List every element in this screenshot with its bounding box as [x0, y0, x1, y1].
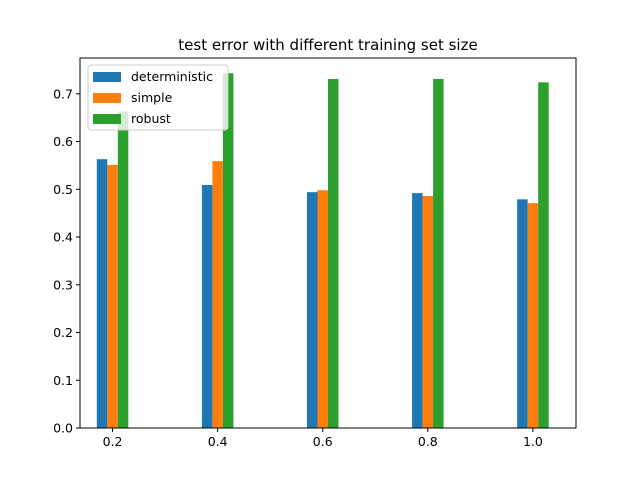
- bar-simple-1.0: [527, 203, 539, 428]
- legend-swatch-deterministic: [93, 72, 121, 82]
- y-tick-label-0.6: 0.6: [53, 134, 73, 149]
- y-axis: 0.0 0.1 0.2 0.3 0.4 0.5 0.6 0.7: [53, 86, 80, 436]
- bar-simple-0.4: [212, 161, 223, 428]
- bar-robust-1.0: [538, 82, 549, 428]
- legend-swatch-simple: [93, 93, 121, 103]
- x-tick-label-0.6: 0.6: [313, 434, 333, 449]
- x-tick-label-0.2: 0.2: [103, 434, 123, 449]
- y-tick-label-0.5: 0.5: [53, 182, 73, 197]
- bar-simple-0.2: [107, 164, 118, 428]
- bar-robust-0.4: [222, 73, 234, 428]
- chart-title: test error with different training set s…: [178, 36, 477, 54]
- bar-simple-0.6: [317, 190, 328, 428]
- y-tick-label-0.0: 0.0: [53, 421, 73, 436]
- y-tick-label-0.4: 0.4: [53, 230, 73, 245]
- bars-group: [96, 73, 549, 428]
- bar-deterministic-0.6: [306, 192, 318, 428]
- plot-frame: [79, 57, 577, 429]
- y-tick-label-0.2: 0.2: [53, 325, 73, 340]
- bar-deterministic-0.8: [412, 193, 423, 428]
- legend-label-simple: simple: [131, 90, 173, 105]
- legend-swatch-robust: [93, 114, 121, 124]
- y-tick-label-0.1: 0.1: [53, 373, 73, 388]
- legend-box: [87, 64, 229, 131]
- bar-robust-0.6: [328, 79, 339, 428]
- bar-deterministic-0.4: [201, 184, 213, 428]
- x-tick-label-0.8: 0.8: [418, 434, 438, 449]
- bar-robust-0.2: [117, 111, 129, 428]
- x-tick-label-0.4: 0.4: [208, 434, 228, 449]
- legend: deterministic simple robust: [87, 64, 229, 131]
- x-tick-label-1.0: 1.0: [523, 434, 543, 449]
- bar-robust-0.8: [433, 79, 444, 428]
- legend-label-robust: robust: [131, 111, 171, 126]
- bar-deterministic-1.0: [517, 199, 528, 428]
- y-tick-label-0.3: 0.3: [53, 277, 73, 292]
- legend-label-deterministic: deterministic: [131, 69, 213, 84]
- y-tick-label-0.7: 0.7: [53, 86, 73, 101]
- bar-deterministic-0.2: [96, 159, 108, 428]
- bar-simple-0.8: [422, 195, 434, 428]
- x-axis: 0.2 0.4 0.6 0.8 1.0: [103, 428, 543, 449]
